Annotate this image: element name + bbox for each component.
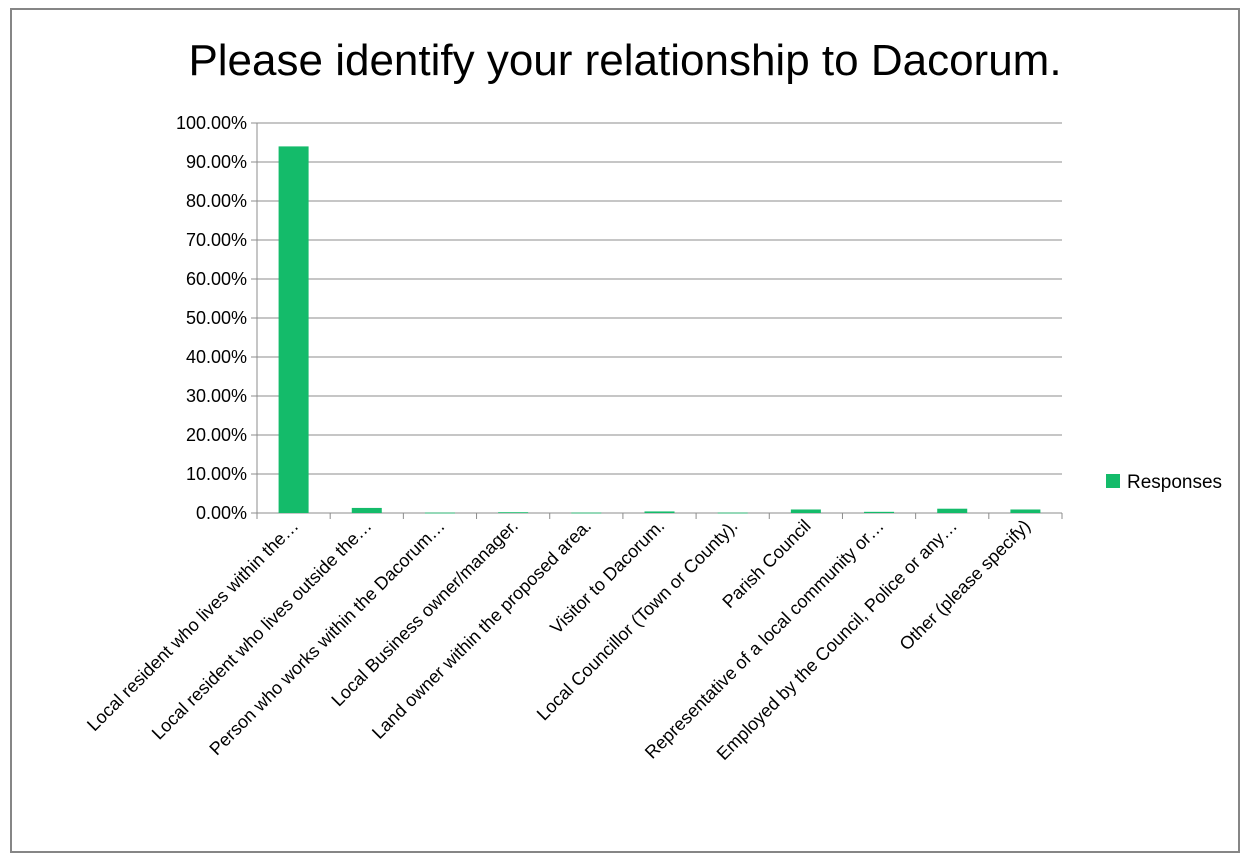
y-tick-label: 90.00%	[186, 152, 247, 172]
chart-title: Please identify your relationship to Dac…	[188, 36, 1062, 85]
bar	[864, 511, 895, 513]
bar	[351, 507, 382, 513]
y-tick-label: 60.00%	[186, 269, 247, 289]
y-tick-label: 40.00%	[186, 347, 247, 367]
y-tick-label: 50.00%	[186, 308, 247, 328]
legend-label: Responses	[1127, 472, 1222, 493]
bar	[1010, 509, 1041, 513]
chart-frame: Please identify your relationship to Dac…	[10, 8, 1240, 853]
y-tick-label: 70.00%	[186, 230, 247, 250]
y-tick-label: 100.00%	[176, 113, 247, 133]
bar	[790, 509, 821, 513]
bar	[571, 512, 602, 514]
y-tick-label: 20.00%	[186, 425, 247, 445]
bar	[278, 146, 309, 513]
y-tick-label: 80.00%	[186, 191, 247, 211]
bar	[644, 511, 675, 513]
bar	[424, 512, 455, 514]
x-tick-label: Other (please specify)	[896, 516, 1035, 655]
y-tick-label: 0.00%	[196, 503, 247, 523]
bar	[937, 508, 968, 513]
bar-chart: 0.00% 10.00% 20.00% 30.00% 40.00% 50.00% 60.00…	[83, 113, 1222, 764]
y-tick-label: 10.00%	[186, 464, 247, 484]
legend-swatch	[1106, 474, 1120, 488]
y-tick-label: 30.00%	[186, 386, 247, 406]
bar	[498, 512, 529, 514]
bar	[717, 512, 748, 514]
